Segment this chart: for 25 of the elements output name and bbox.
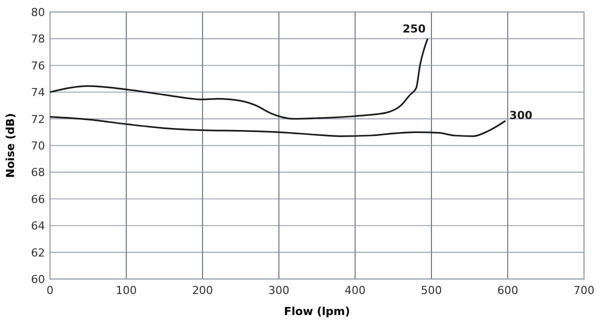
- x-axis-title: Flow (lpm): [284, 305, 350, 318]
- x-tick-label: 300: [268, 284, 290, 297]
- series-label: 250: [402, 22, 426, 36]
- series-label: 300: [509, 108, 533, 122]
- y-tick-label: 74: [31, 86, 45, 100]
- y-tick-label: 80: [31, 6, 45, 19]
- x-tick-label: 500: [420, 284, 442, 297]
- y-tick-label: 64: [31, 220, 45, 233]
- x-tick-label: 700: [574, 284, 594, 297]
- y-tick-label: 78: [31, 32, 45, 46]
- line-series: [49, 38, 428, 120]
- y-tick-label: 76: [31, 59, 45, 72]
- y-axis-title: Noise (dB): [4, 113, 17, 178]
- y-tick-label: 72: [31, 112, 45, 126]
- y-tick-label: 68: [31, 166, 45, 180]
- y-tick-label: 60: [31, 273, 45, 286]
- x-tick-label: 0: [46, 284, 54, 297]
- x-tick-label: 100: [116, 284, 137, 297]
- y-tick-label: 66: [31, 192, 45, 206]
- y-tick-label: 70: [31, 140, 45, 152]
- x-tick-label: 400: [344, 284, 366, 297]
- x-tick-label: 600: [497, 284, 518, 297]
- line-series: [49, 116, 506, 137]
- x-tick-label: 200: [192, 284, 214, 297]
- y-tick-label: 62: [31, 246, 45, 260]
